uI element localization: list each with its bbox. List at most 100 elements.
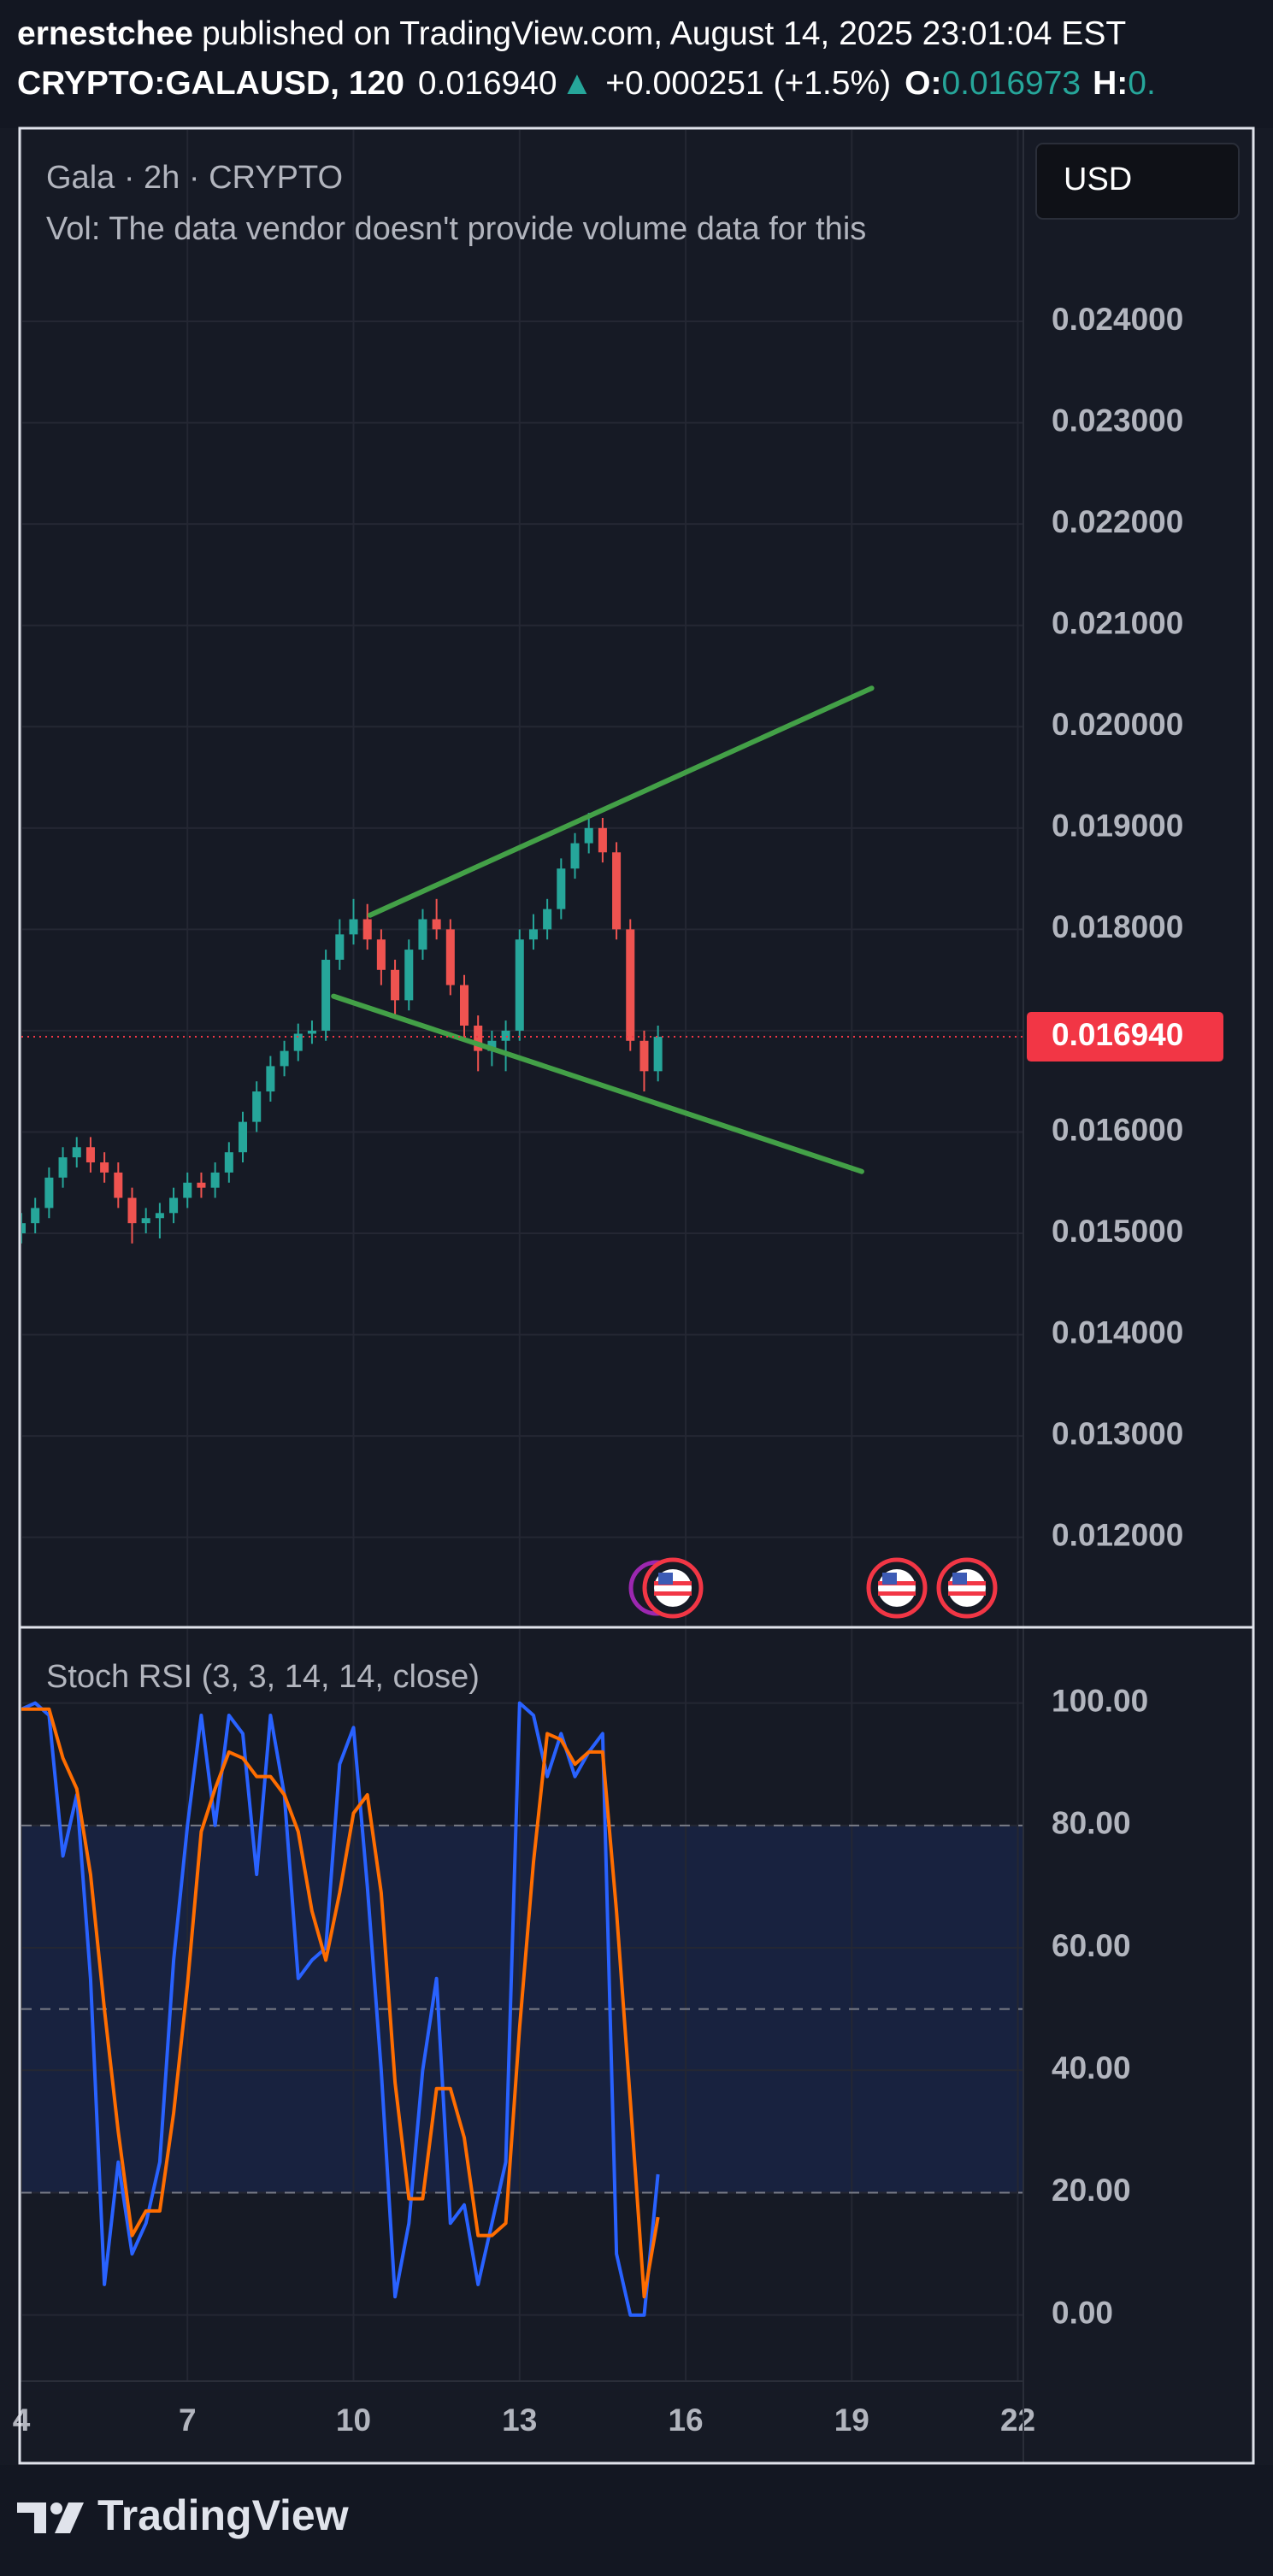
candle-body <box>183 1182 192 1198</box>
event-icons <box>628 1557 998 1619</box>
candle-body <box>432 919 441 930</box>
candle-body <box>557 868 566 909</box>
candle-body <box>31 1208 40 1224</box>
y-tick-label: 0.013000 <box>1052 1416 1183 1451</box>
candle-body <box>362 919 372 940</box>
currency-button[interactable]: USD <box>1035 143 1240 220</box>
published: published on TradingView.com, August 14,… <box>202 15 1126 52</box>
symbol: CRYPTO:GALAUSD, 120 <box>17 65 404 102</box>
y-tick-label: 0.024000 <box>1052 302 1183 337</box>
candle-body <box>445 929 455 985</box>
trendline <box>367 685 875 918</box>
y-tick-label: 0.023000 <box>1052 403 1183 438</box>
y-tick-label: 0.022000 <box>1052 504 1183 539</box>
y-tick-label: 80.00 <box>1052 1806 1131 1841</box>
event-icon <box>866 1557 928 1619</box>
candle-body <box>307 1030 316 1034</box>
candle-body <box>626 929 635 1041</box>
y-tick-label: 100.00 <box>1052 1683 1148 1718</box>
pane: Stoch RSI (3, 3, 14, 14, close) <box>21 1629 1023 2381</box>
frame <box>18 126 1255 2465</box>
y-tick-label: 0.012000 <box>1052 1517 1183 1552</box>
logo-dot <box>50 2502 62 2514</box>
header-line: ernestchee published on TradingView.com, … <box>17 15 1126 52</box>
x-tick-label: 19 <box>834 2403 869 2438</box>
candle-body <box>72 1147 81 1158</box>
candle-body <box>612 852 622 930</box>
chart-panel <box>0 128 1273 2465</box>
candle-body <box>376 939 386 970</box>
candle-body <box>653 1037 663 1072</box>
y-tick-label: 0.018000 <box>1052 909 1183 944</box>
y-tick-label: 20.00 <box>1052 2173 1131 2208</box>
candle-body <box>238 1121 248 1153</box>
candle-body <box>570 843 580 869</box>
y-tick-label: 60.00 <box>1052 1928 1131 1963</box>
candle-body <box>404 950 414 1001</box>
x-tick-label: 16 <box>668 2403 703 2438</box>
x-tick-label: 10 <box>336 2403 371 2438</box>
last: 0.016940 <box>418 65 557 102</box>
candle-body <box>21 1223 27 1234</box>
last-price-box <box>1027 1012 1223 1062</box>
y-tick-label: 40.00 <box>1052 2050 1131 2085</box>
candle-body <box>321 959 331 1031</box>
candle-body <box>293 1033 303 1051</box>
open-label: O: <box>905 65 941 102</box>
series-line <box>21 1707 660 2299</box>
pane-title: Gala · 2h · CRYPTO <box>46 160 343 196</box>
candle-body <box>474 1025 483 1051</box>
x-tick-label: 13 <box>502 2403 537 2438</box>
candle-body <box>85 1147 95 1163</box>
x-tick-label: 4 <box>13 2403 31 2438</box>
candle-body <box>639 1040 649 1072</box>
candle-body <box>501 1030 510 1041</box>
logo-slash <box>55 2502 84 2533</box>
candle-body <box>252 1091 262 1122</box>
x-tick-label: 7 <box>179 2403 197 2438</box>
logo-mark <box>17 2502 46 2533</box>
x-tick-label: 22 <box>1000 2403 1035 2438</box>
chart-layer: Gala · 2h · CRYPTO Vol: The data vendor d… <box>13 130 1223 2438</box>
candle-body <box>280 1050 289 1067</box>
last-price-label: 0.016940 <box>1052 1017 1183 1052</box>
candle-body <box>487 1040 497 1051</box>
candle-body <box>543 909 552 930</box>
symbol-line: CRYPTO:GALAUSD, 120 0.016940 ▲ +0.000251 (+… <box>17 65 1156 102</box>
arrow: ▲ <box>561 65 594 102</box>
high-label: H: <box>1093 65 1128 102</box>
trendline <box>331 993 864 1174</box>
candle-body <box>197 1182 206 1188</box>
event-icon <box>936 1557 998 1619</box>
y-tick-label: 0.014000 <box>1052 1314 1183 1350</box>
button-label[interactable]: USD <box>1064 162 1132 197</box>
candle-body <box>266 1066 275 1092</box>
y-tick-label: 0.016000 <box>1052 1112 1183 1147</box>
candle-body <box>349 919 358 935</box>
y-tick-label: 0.015000 <box>1052 1214 1183 1249</box>
series-line <box>21 1701 660 2317</box>
candle-body <box>335 934 345 960</box>
candle-body <box>515 939 524 1031</box>
button-box[interactable] <box>1035 143 1240 220</box>
y-tick-label: 0.019000 <box>1052 809 1183 844</box>
high-value: 0. <box>1128 65 1156 102</box>
logo-text: TradingView <box>97 2491 349 2539</box>
candle-body <box>584 827 593 844</box>
candle-body <box>224 1152 233 1173</box>
candle-body <box>459 985 469 1026</box>
candle-body <box>141 1218 150 1224</box>
y-tick-label: 0.021000 <box>1052 605 1183 640</box>
author: ernestchee <box>17 15 193 52</box>
pane: Gala · 2h · CRYPTO Vol: The data vendor d… <box>21 130 1023 1626</box>
candle-body <box>44 1177 54 1209</box>
candle-body <box>100 1162 109 1173</box>
candle-body <box>58 1157 68 1178</box>
candle-body <box>528 929 538 940</box>
candle-body <box>598 827 607 853</box>
candle-body <box>391 969 400 1001</box>
pane-subtitle: Vol: The data vendor doesn't provide vol… <box>46 211 866 247</box>
logo: TradingView <box>17 2491 349 2539</box>
